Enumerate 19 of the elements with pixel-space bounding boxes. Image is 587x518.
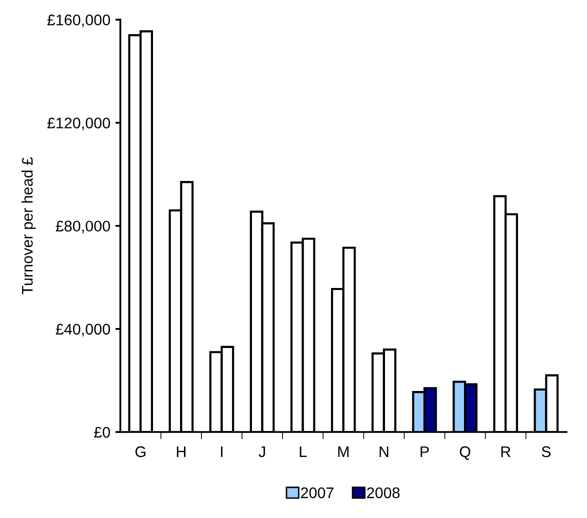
y-tick-label: £160,000 [47, 14, 110, 28]
x-tick-label: S [542, 446, 551, 458]
y-tick-label: £0 [94, 426, 110, 438]
x-tick-label: H [176, 446, 186, 457]
x-tick-label: R [501, 446, 510, 457]
legend-label: 2008 [367, 487, 400, 498]
y-tick-label: £80,000 [56, 220, 110, 234]
x-tick-label: P [420, 446, 429, 457]
x-tick-label: N [380, 446, 388, 457]
x-tick-label: Q [460, 446, 470, 460]
x-tick-label: I [221, 446, 222, 457]
y-tick-label: £40,000 [56, 324, 110, 336]
x-tick-label: G [135, 446, 146, 458]
y-tick-label: £120,000 [47, 118, 110, 130]
legend-label: 2007 [301, 487, 334, 498]
x-tick-label: J [258, 446, 265, 458]
x-tick-label: L [300, 446, 307, 457]
y-axis-title: Turnover per head £ [22, 157, 36, 294]
x-tick-label: M [338, 446, 349, 457]
